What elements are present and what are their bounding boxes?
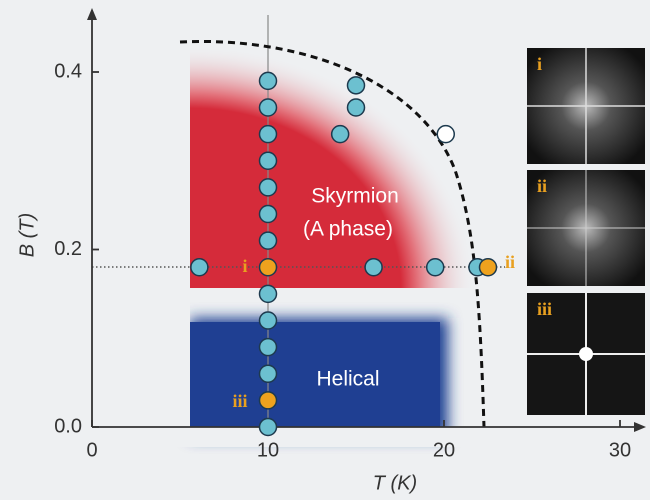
data-point <box>427 259 444 276</box>
x-tick-label: 30 <box>609 439 631 461</box>
mask <box>170 300 190 440</box>
data-point <box>480 259 497 276</box>
data-point <box>437 126 454 143</box>
data-point <box>260 312 277 329</box>
x-tick-label: 10 <box>257 439 279 461</box>
y-axis-arrow <box>87 8 97 20</box>
x-axis-label: T (K) <box>373 472 417 494</box>
phase-label: (A phase) <box>303 218 393 241</box>
inset-label: ii <box>537 176 547 196</box>
inset-peak <box>579 347 593 361</box>
helical-region <box>190 322 440 427</box>
x-tick-label: 20 <box>433 439 455 461</box>
inset: ii <box>527 170 645 286</box>
data-point <box>260 152 277 169</box>
y-tick-label: 0.4 <box>54 60 82 82</box>
phase-label: Helical <box>316 368 379 391</box>
inset-label: iii <box>537 299 552 319</box>
chart: T (K) B (T) Skyrmion (A phase) Helical i… <box>0 0 650 500</box>
data-point <box>260 99 277 116</box>
data-point <box>260 339 277 356</box>
x-axis-arrow <box>634 422 646 432</box>
data-point <box>191 259 208 276</box>
data-point <box>260 232 277 249</box>
skyrmion-region <box>190 45 475 288</box>
x-tick-label: 0 <box>86 439 97 461</box>
data-point <box>260 72 277 89</box>
data-point <box>260 365 277 382</box>
data-point <box>332 126 349 143</box>
data-point <box>260 259 277 276</box>
point-label: ii <box>505 252 515 272</box>
data-point <box>348 77 365 94</box>
inset-label: i <box>537 54 542 74</box>
point-label: i <box>242 256 247 276</box>
data-point <box>260 126 277 143</box>
data-point <box>260 285 277 302</box>
y-axis-label: B (T) <box>16 213 38 257</box>
phase-label: Skyrmion <box>311 185 399 208</box>
data-point <box>365 259 382 276</box>
data-point <box>348 99 365 116</box>
data-point <box>260 419 277 436</box>
inset: i <box>527 48 645 164</box>
point-label: iii <box>232 391 247 411</box>
y-tick-label: 0.0 <box>54 415 82 437</box>
data-point <box>260 179 277 196</box>
data-point <box>260 206 277 223</box>
data-point <box>260 392 277 409</box>
y-tick-label: 0.2 <box>54 238 82 260</box>
inset: iii <box>527 293 645 415</box>
